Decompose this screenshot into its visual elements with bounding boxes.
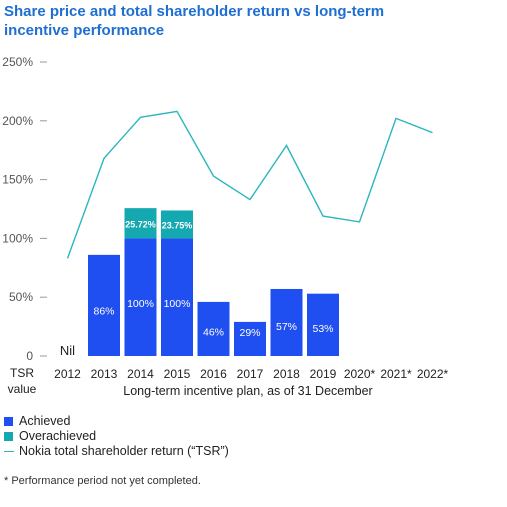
footnote: * Performance period not yet completed. [4, 475, 201, 487]
bar-label-achieved: 100% [164, 298, 191, 310]
bar-label-overachieved: 25.72% [125, 219, 156, 229]
x-tick-label: 2022* [417, 367, 449, 381]
legend-label-achieved: Achieved [19, 414, 71, 428]
legend-swatch-tsr [4, 451, 14, 452]
x-tick-label: 2013 [91, 367, 118, 381]
tsr-line [66, 110, 433, 259]
x-tick-label: 2014 [127, 367, 154, 381]
x-tick-label: 2012 [54, 367, 81, 381]
legend-item-tsr: Nokia total shareholder return (“TSR”) [4, 444, 229, 459]
y-axis-label-line2: value [8, 382, 37, 396]
x-tick-label: 2020* [344, 367, 376, 381]
y-tick-label: 0 [26, 349, 33, 363]
x-tick-label: 2018 [273, 367, 300, 381]
x-tick-label: 2016 [200, 367, 227, 381]
y-tick-label: 150% [2, 173, 33, 187]
y-tick-label: 200% [2, 114, 33, 128]
bar-label-achieved: 86% [93, 305, 114, 317]
bar-label-achieved: 29% [239, 327, 260, 339]
bar-labels: Nil 86% 100% 25.72% 100% 23.75% 46% 29% 57% 53% [60, 219, 334, 358]
legend-item-overachieved: Overachieved [4, 429, 229, 444]
bar-achieved [124, 238, 157, 356]
bar-achieved [234, 321, 266, 356]
bar-achieved [88, 254, 120, 356]
x-tick-label: 2017 [237, 367, 264, 381]
y-tick-label: 50% [9, 290, 33, 304]
y-tick-label: 250% [2, 55, 33, 69]
bar-achieved [307, 293, 339, 356]
bar-label-achieved: 100% [127, 298, 154, 310]
tsr-line-group [66, 110, 433, 259]
y-axis-label-line1: TSR [10, 366, 34, 380]
bar-achieved [270, 288, 303, 356]
bar-achieved [161, 238, 193, 356]
x-tick-label: 2021* [380, 367, 412, 381]
y-axis: 0 50% 100% 150% 200% 250% [2, 55, 47, 363]
x-axis-label: Long-term incentive plan, as of 31 Decem… [123, 384, 372, 398]
bar-overachieved [124, 208, 157, 239]
bar-label-nil: Nil [60, 343, 75, 358]
bar-achieved [197, 301, 230, 356]
bars [88, 208, 339, 356]
y-tick-label: 100% [2, 231, 33, 245]
legend-item-achieved: Achieved [4, 414, 229, 429]
bar-label-achieved: 53% [312, 323, 333, 335]
chart-title: Share price and total shareholder return… [4, 3, 385, 39]
legend-label-tsr: Nokia total shareholder return (“TSR”) [19, 444, 229, 458]
x-axis: 2012 2013 2014 2015 2016 2017 2018 2019 2020* 202… [54, 367, 448, 381]
bar-overachieved [161, 210, 193, 239]
x-tick-label: 2019 [310, 367, 337, 381]
bar-label-overachieved: 23.75% [162, 220, 193, 230]
bar-label-achieved: 57% [276, 321, 297, 333]
x-tick-label: 2015 [164, 367, 191, 381]
legend-label-overachieved: Overachieved [19, 429, 97, 443]
bar-label-achieved: 46% [203, 327, 224, 339]
legend-swatch-overachieved [4, 432, 13, 441]
legend: Achieved Overachieved Nokia total shareh… [4, 414, 229, 459]
legend-swatch-achieved [4, 417, 13, 426]
